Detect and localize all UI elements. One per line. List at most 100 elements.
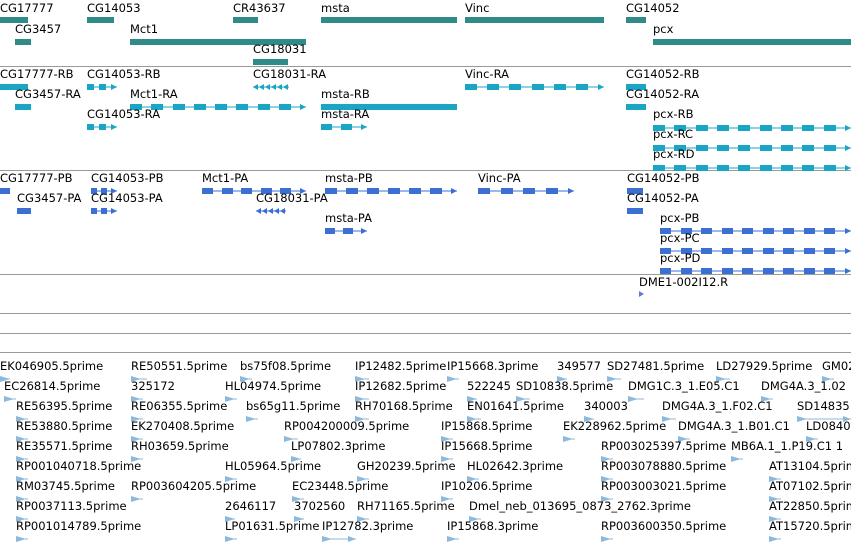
feature-glyph[interactable] xyxy=(357,510,369,529)
feature-glyph[interactable] xyxy=(469,510,481,529)
feature-glyph[interactable] xyxy=(131,370,147,389)
feature-glyph[interactable] xyxy=(240,370,252,389)
feature-label[interactable]: IP15868.5prime xyxy=(441,419,533,433)
feature-glyph[interactable] xyxy=(769,490,781,509)
feature-glyph[interactable] xyxy=(322,530,356,542)
feature-glyph[interactable] xyxy=(0,78,28,97)
feature-glyph[interactable] xyxy=(284,430,298,449)
feature-label[interactable]: SD27481.5prime xyxy=(607,359,705,373)
feature-label[interactable]: CG17777 xyxy=(0,1,54,15)
feature-label[interactable]: IP10206.5prime xyxy=(441,479,533,493)
feature-glyph[interactable] xyxy=(601,450,613,469)
feature-label[interactable]: 2646117 xyxy=(225,499,277,513)
feature-label[interactable]: IP15668.5prime xyxy=(441,439,533,453)
feature-glyph[interactable] xyxy=(678,430,690,449)
feature-glyph[interactable] xyxy=(769,510,781,529)
feature-glyph[interactable] xyxy=(4,390,16,409)
feature-label[interactable]: GM02 xyxy=(822,359,851,373)
feature-label[interactable]: DME1-002I12.R xyxy=(639,275,729,289)
feature-label[interactable]: EK270408.5prime xyxy=(131,419,235,433)
feature-glyph[interactable] xyxy=(441,430,453,449)
feature-glyph[interactable] xyxy=(355,410,369,429)
feature-label[interactable]: pcx-PC xyxy=(660,231,700,245)
feature-label[interactable]: RH71165.5prime xyxy=(357,499,455,513)
feature-glyph[interactable] xyxy=(202,182,306,201)
feature-label[interactable]: 3702560 xyxy=(294,499,346,513)
feature-label[interactable]: RH70168.5prime xyxy=(355,399,453,413)
feature-glyph[interactable] xyxy=(225,470,237,489)
feature-label[interactable]: pcx-RC xyxy=(653,127,694,141)
feature-glyph[interactable] xyxy=(355,370,369,389)
feature-glyph[interactable] xyxy=(626,98,646,117)
feature-label[interactable]: CR43637 xyxy=(233,1,286,15)
feature-label[interactable]: CG14053 xyxy=(87,1,141,15)
feature-glyph[interactable] xyxy=(233,11,258,30)
feature-label[interactable]: HL02642.3prime xyxy=(467,459,564,473)
feature-label[interactable]: LP07802.3prime xyxy=(291,439,386,453)
feature-label[interactable]: CG18031-PA xyxy=(256,191,328,205)
feature-glyph[interactable] xyxy=(357,470,369,489)
feature-glyph[interactable] xyxy=(653,139,851,158)
feature-glyph[interactable] xyxy=(131,490,143,509)
feature-label[interactable]: RP003078880.5prime xyxy=(601,459,727,473)
feature-glyph[interactable] xyxy=(0,182,10,201)
feature-label[interactable]: pcx-RD xyxy=(653,147,695,161)
feature-glyph[interactable] xyxy=(441,490,453,509)
feature-label[interactable]: DMG4A.3_1.F02.C1 xyxy=(662,399,773,413)
feature-label[interactable]: AT15720.5prime xyxy=(769,519,851,533)
feature-label[interactable]: msta-RA xyxy=(321,107,370,121)
feature-glyph[interactable] xyxy=(769,470,781,489)
feature-glyph[interactable] xyxy=(292,490,304,509)
feature-glyph[interactable] xyxy=(131,430,143,449)
feature-label[interactable]: pcx-PB xyxy=(660,211,700,225)
feature-label[interactable]: LD27929.5prime xyxy=(716,359,813,373)
feature-glyph[interactable] xyxy=(761,390,773,409)
feature-label[interactable]: bs65g11.5prime xyxy=(246,399,341,413)
feature-label[interactable]: RP003604205.5prime xyxy=(131,479,257,493)
feature-glyph[interactable] xyxy=(653,159,851,178)
feature-label[interactable]: pcx-RB xyxy=(653,107,694,121)
feature-label[interactable]: RP004200009.5prime xyxy=(284,419,410,433)
feature-label[interactable]: CG14052 xyxy=(626,1,680,15)
feature-glyph[interactable] xyxy=(131,410,143,429)
feature-label[interactable]: pcx-PD xyxy=(660,251,701,265)
feature-label[interactable]: CG14053-PA xyxy=(91,191,163,205)
feature-label[interactable]: Mct1-PA xyxy=(202,171,249,185)
feature-label[interactable]: AT22850.5prime xyxy=(769,499,851,513)
feature-glyph[interactable] xyxy=(660,262,851,281)
feature-glyph[interactable] xyxy=(225,510,235,529)
feature-glyph[interactable] xyxy=(626,11,646,30)
feature-label[interactable]: CG14052-PB xyxy=(627,171,700,185)
feature-glyph[interactable] xyxy=(653,33,851,52)
feature-label[interactable]: RE56395.5prime xyxy=(16,399,113,413)
feature-glyph[interactable] xyxy=(467,410,481,429)
feature-label[interactable]: Vinc-RA xyxy=(465,67,509,81)
feature-label[interactable]: IP12482.5prime xyxy=(355,359,447,373)
feature-glyph[interactable] xyxy=(584,410,594,429)
feature-label[interactable]: CG14053-RA xyxy=(87,107,161,121)
feature-label[interactable]: CG3457 xyxy=(15,22,62,36)
feature-glyph[interactable] xyxy=(91,202,117,221)
feature-label[interactable]: RE50551.5prime xyxy=(131,359,228,373)
feature-glyph[interactable] xyxy=(447,370,459,389)
feature-label[interactable]: SD10838.5prime xyxy=(516,379,614,393)
feature-glyph[interactable] xyxy=(516,390,530,409)
feature-glyph[interactable] xyxy=(246,410,258,429)
feature-label[interactable]: EN01641.5prime xyxy=(467,399,564,413)
feature-glyph[interactable] xyxy=(87,78,117,97)
feature-glyph[interactable] xyxy=(321,98,457,117)
feature-glyph[interactable] xyxy=(16,490,28,509)
feature-label[interactable]: 340003 xyxy=(584,399,628,413)
feature-label[interactable]: RE35571.5prime xyxy=(16,439,113,453)
feature-label[interactable]: msta-RB xyxy=(321,87,370,101)
feature-label[interactable]: DMG4A.3_1.B01.C1 xyxy=(678,419,790,433)
feature-glyph[interactable] xyxy=(478,182,574,201)
feature-label[interactable]: CG14053-RB xyxy=(87,67,161,81)
feature-label[interactable]: EK046905.5prime xyxy=(0,359,104,373)
feature-label[interactable]: RP0037113.5prime xyxy=(16,499,127,513)
feature-label[interactable]: CG3457-PA xyxy=(17,191,82,205)
feature-label[interactable]: msta xyxy=(321,1,350,15)
feature-glyph[interactable] xyxy=(321,11,457,30)
feature-glyph[interactable] xyxy=(627,182,643,201)
feature-label[interactable]: DMG4A.3_1.02 xyxy=(761,379,846,393)
